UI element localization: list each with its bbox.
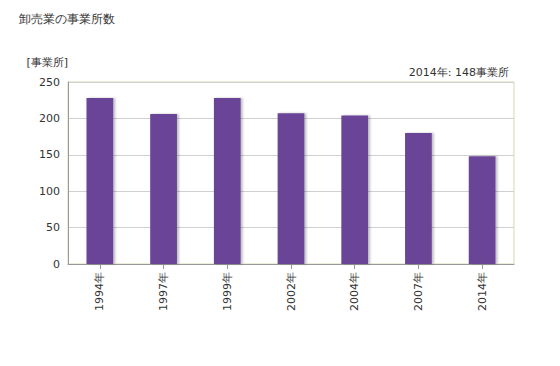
svg-text:2014年: 148事業所: 2014年: 148事業所 [409, 66, 509, 79]
svg-text:卸売業の事業所数: 卸売業の事業所数 [19, 12, 115, 26]
svg-text:2007年: 2007年 [412, 272, 425, 311]
svg-text:2004年: 2004年 [348, 272, 361, 311]
svg-text:0: 0 [53, 258, 60, 271]
svg-text:100: 100 [39, 185, 60, 198]
svg-text:1994年: 1994年 [93, 272, 106, 311]
svg-text:1999年: 1999年 [221, 272, 234, 311]
svg-text:150: 150 [39, 148, 60, 161]
svg-text:2014年: 2014年 [476, 272, 489, 311]
svg-text:[事業所]: [事業所] [26, 56, 68, 69]
svg-text:50: 50 [46, 221, 60, 234]
svg-text:250: 250 [39, 76, 60, 89]
svg-text:2002年: 2002年 [285, 272, 298, 311]
svg-text:1997年: 1997年 [157, 272, 170, 311]
svg-text:200: 200 [39, 112, 60, 125]
